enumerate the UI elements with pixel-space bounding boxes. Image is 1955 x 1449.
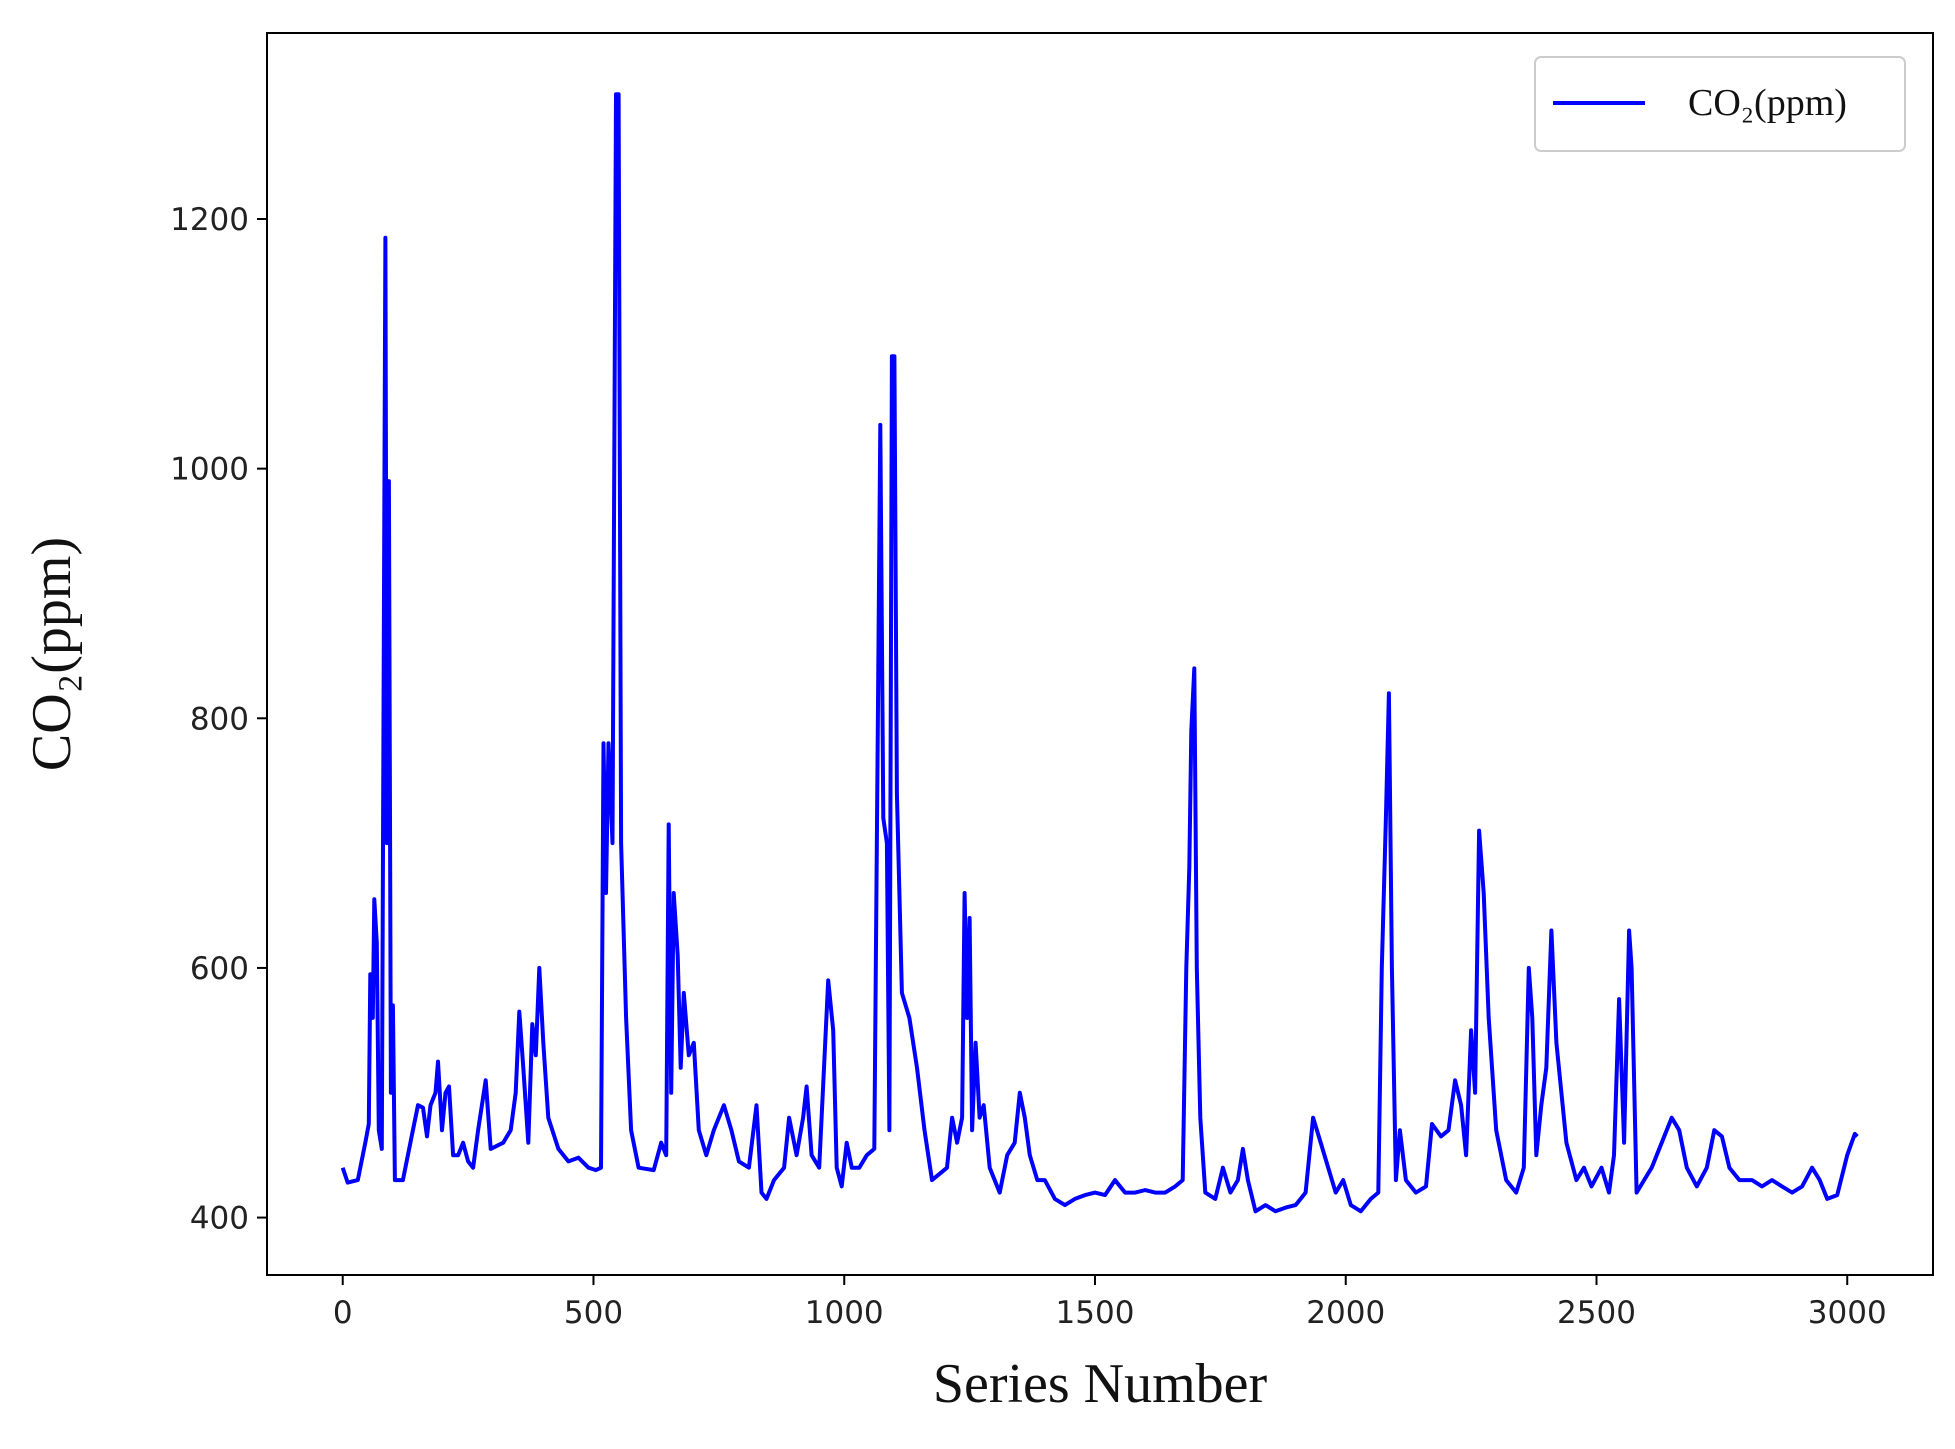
plot-frame [266,32,1934,1276]
legend-label: CO₂(ppm) [1688,82,1847,124]
x-tick-label: 3000 [1808,1295,1887,1331]
y-tick-label: 1200 [170,202,249,238]
data-line [340,92,1859,1214]
y-tick-label: 400 [190,1201,249,1237]
x-tick-label: 0 [333,1295,353,1331]
y-tick-label: 1000 [170,452,249,488]
x-tick-label: 500 [564,1295,623,1331]
legend: CO₂(ppm) [1534,56,1906,152]
y-axis-label: CO₂(ppm) [21,537,83,771]
x-tick-label: 1000 [805,1295,884,1331]
y-tick-label: 600 [190,951,249,987]
x-tick-label: 2500 [1557,1295,1636,1331]
y-tick-label: 800 [190,701,249,737]
x-tick-label: 2000 [1306,1295,1385,1331]
x-tick-label: 1500 [1056,1295,1135,1331]
legend-box [1534,56,1906,152]
x-axis-label: Series Number [933,1353,1268,1415]
